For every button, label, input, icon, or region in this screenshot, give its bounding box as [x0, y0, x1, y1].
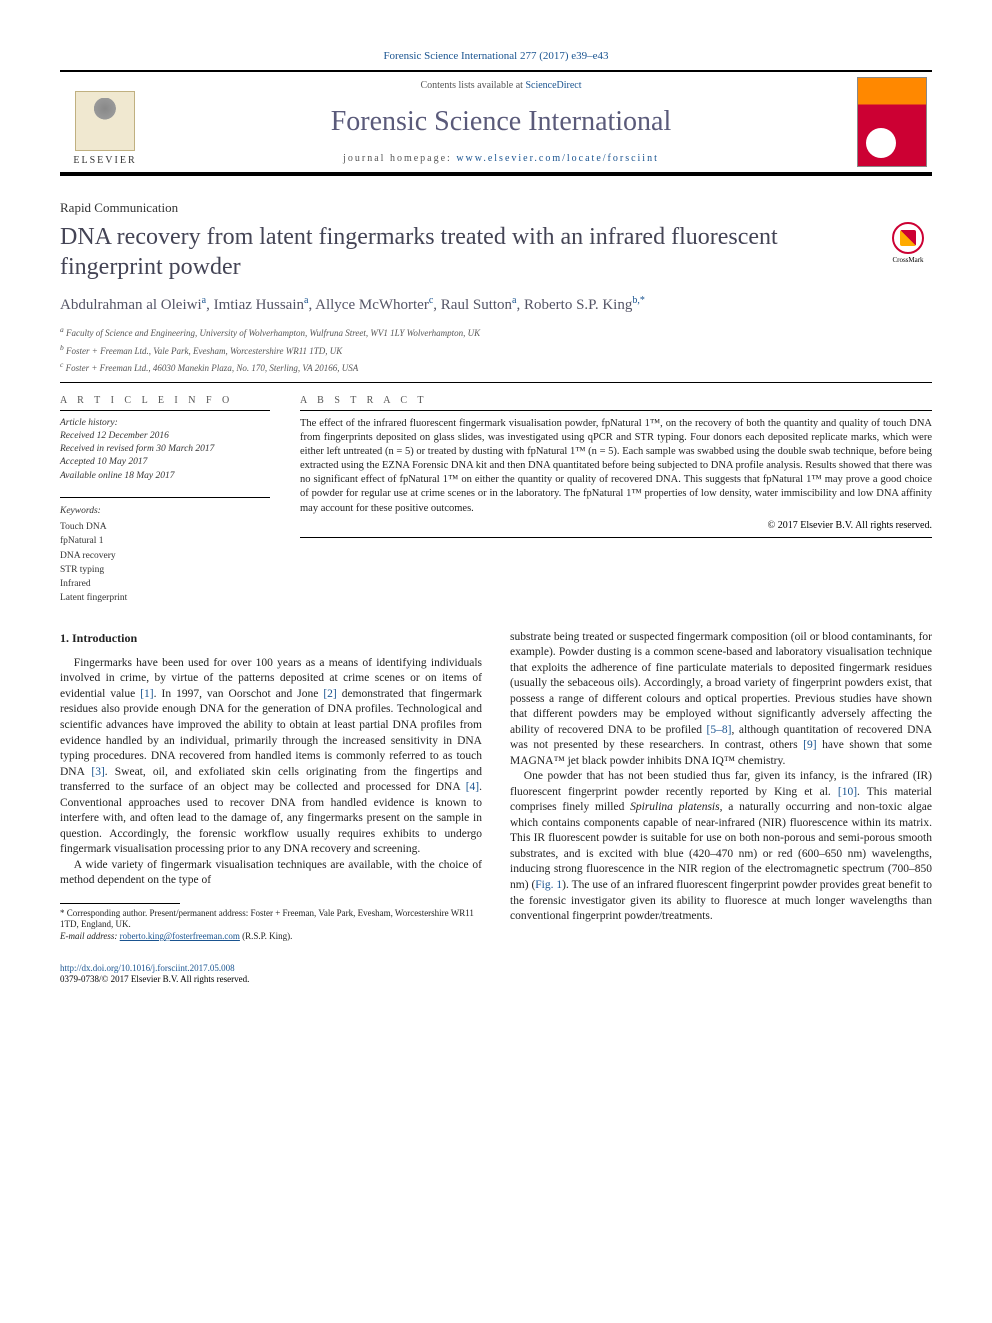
keywords-block: Keywords: Touch DNAfpNatural 1DNA recove…	[60, 504, 270, 606]
email-suffix: (R.S.P. King).	[240, 931, 293, 941]
article-title: DNA recovery from latent fingermarks tre…	[60, 222, 872, 282]
history-line: Available online 18 May 2017	[60, 470, 270, 483]
article-body: 1. Introduction Fingermarks have been us…	[60, 630, 932, 943]
crossmark-badge[interactable]: CrossMark	[884, 222, 932, 270]
authors-list: Abdulrahman al Oleiwia, Imtiaz Hussaina,…	[60, 294, 932, 316]
keyword: fpNatural 1	[60, 534, 270, 548]
journal-header: ELSEVIER Contents lists available at Sci…	[60, 70, 932, 176]
issn-copyright: 0379-0738/© 2017 Elsevier B.V. All right…	[60, 974, 249, 984]
keywords-label: Keywords:	[60, 504, 270, 518]
article-info-panel: A R T I C L E I N F O Article history: R…	[60, 395, 270, 606]
affiliation-line: a Faculty of Science and Engineering, Un…	[60, 324, 932, 341]
ref-link[interactable]: [10]	[838, 786, 857, 798]
homepage-prefix: journal homepage:	[343, 153, 456, 164]
article-type: Rapid Communication	[60, 200, 932, 216]
keyword: Latent fingerprint	[60, 591, 270, 605]
email-link[interactable]: roberto.king@fosterfreeman.com	[120, 931, 240, 941]
contents-line: Contents lists available at ScienceDirec…	[150, 80, 852, 91]
divider	[60, 497, 270, 498]
affiliation-line: b Foster + Freeman Ltd., Vale Park, Eves…	[60, 342, 932, 359]
divider	[300, 537, 932, 538]
history-label: Article history:	[60, 417, 270, 430]
ref-link[interactable]: [2]	[323, 688, 336, 700]
body-paragraph: Fingermarks have been used for over 100 …	[60, 656, 482, 858]
history-line: Received 12 December 2016	[60, 430, 270, 443]
corresponding-author-footnote: * Corresponding author. Present/permanen…	[60, 908, 482, 943]
crossmark-icon	[892, 222, 924, 254]
ref-link[interactable]: [3]	[91, 766, 104, 778]
history-line: Accepted 10 May 2017	[60, 456, 270, 469]
body-paragraph: substrate being treated or suspected fin…	[510, 630, 932, 770]
abstract-text: The effect of the infrared fluorescent f…	[300, 417, 932, 516]
affiliations: a Faculty of Science and Engineering, Un…	[60, 324, 932, 376]
journal-reference: Forensic Science International 277 (2017…	[60, 50, 932, 62]
intro-heading: 1. Introduction	[60, 630, 482, 646]
article-info-heading: A R T I C L E I N F O	[60, 395, 270, 406]
sciencedirect-link[interactable]: ScienceDirect	[525, 80, 581, 91]
keyword: DNA recovery	[60, 549, 270, 563]
keyword: Touch DNA	[60, 520, 270, 534]
abstract-heading: A B S T R A C T	[300, 395, 932, 406]
footnote-rule	[60, 903, 180, 904]
elsevier-tree-icon	[75, 91, 135, 151]
homepage-line: journal homepage: www.elsevier.com/locat…	[150, 153, 852, 164]
elsevier-logo: ELSEVIER	[60, 72, 150, 172]
figure-link[interactable]: Fig. 1	[535, 879, 562, 891]
divider	[300, 410, 932, 411]
history-line: Received in revised form 30 March 2017	[60, 443, 270, 456]
journal-cover-thumbnail	[857, 77, 927, 167]
abstract-copyright: © 2017 Elsevier B.V. All rights reserved…	[300, 520, 932, 531]
affiliation-line: c Foster + Freeman Ltd., 46030 Manekin P…	[60, 359, 932, 376]
keyword: Infrared	[60, 577, 270, 591]
email-label: E-mail address:	[60, 931, 120, 941]
crossmark-label: CrossMark	[892, 256, 923, 264]
divider	[60, 382, 932, 383]
homepage-link[interactable]: www.elsevier.com/locate/forsciint	[456, 153, 659, 164]
body-paragraph: One powder that has not been studied thu…	[510, 769, 932, 924]
divider	[60, 410, 270, 411]
ref-link[interactable]: [4]	[466, 781, 479, 793]
ref-link[interactable]: [9]	[803, 739, 816, 751]
ref-link[interactable]: [5–8]	[707, 724, 732, 736]
contents-prefix: Contents lists available at	[420, 80, 525, 91]
abstract-panel: A B S T R A C T The effect of the infrar…	[300, 395, 932, 606]
footnote-corr: * Corresponding author. Present/permanen…	[60, 908, 482, 931]
footer-meta: http://dx.doi.org/10.1016/j.forsciint.20…	[60, 963, 932, 986]
doi-link[interactable]: http://dx.doi.org/10.1016/j.forsciint.20…	[60, 963, 235, 973]
keyword: STR typing	[60, 563, 270, 577]
publisher-name: ELSEVIER	[73, 155, 136, 166]
ref-link[interactable]: [1]	[140, 688, 153, 700]
article-history: Article history: Received 12 December 20…	[60, 417, 270, 483]
journal-title: Forensic Science International	[150, 106, 852, 138]
body-paragraph: A wide variety of fingermark visualisati…	[60, 858, 482, 889]
